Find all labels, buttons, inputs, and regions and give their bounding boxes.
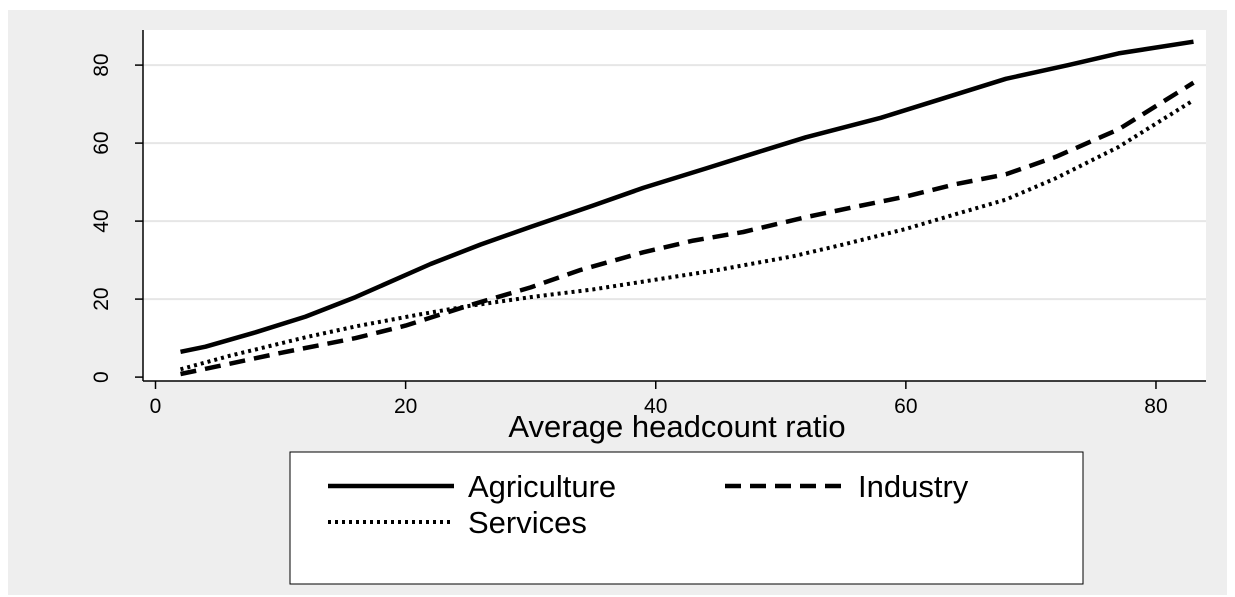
legend-label-services: Services	[468, 505, 587, 540]
gridlines	[143, 64, 1206, 301]
x-tick-label-60: 60	[894, 395, 917, 418]
y-tick-label-40: 40	[90, 209, 113, 232]
x-tick-label-40: 40	[644, 395, 667, 418]
y-tick-label-20: 20	[90, 287, 113, 310]
y-tick-label-0: 0	[90, 371, 113, 383]
x-tick-label-20: 20	[394, 395, 417, 418]
series-line-agriculture	[180, 39, 1194, 355]
y-tick-label-60: 60	[90, 131, 113, 154]
axes-layer: 0 20 40 60 80 0 20 40 60 80	[90, 30, 1206, 418]
legend-label-agriculture: Agriculture	[468, 469, 616, 504]
x-axis-title: Average headcount ratio	[508, 409, 845, 444]
line-chart: 0 20 40 60 80 0 20 40 60 80 Average headcount rat…	[90, 30, 1206, 585]
chart-frame: 0 20 40 60 80 0 20 40 60 80 Average headcount rat…	[8, 10, 1227, 595]
legend-box	[289, 451, 1084, 585]
y-tick-label-80: 80	[90, 53, 113, 76]
x-tick-label-0: 0	[150, 395, 162, 418]
series-layer	[179, 39, 1195, 377]
legend: Agriculture Industry Services	[289, 451, 1084, 585]
series-line-industry	[180, 80, 1195, 377]
legend-items: Agriculture Industry Services	[328, 469, 969, 540]
plot-area	[143, 30, 1206, 381]
legend-label-industry: Industry	[858, 469, 969, 504]
x-tick-label-80: 80	[1144, 395, 1167, 418]
